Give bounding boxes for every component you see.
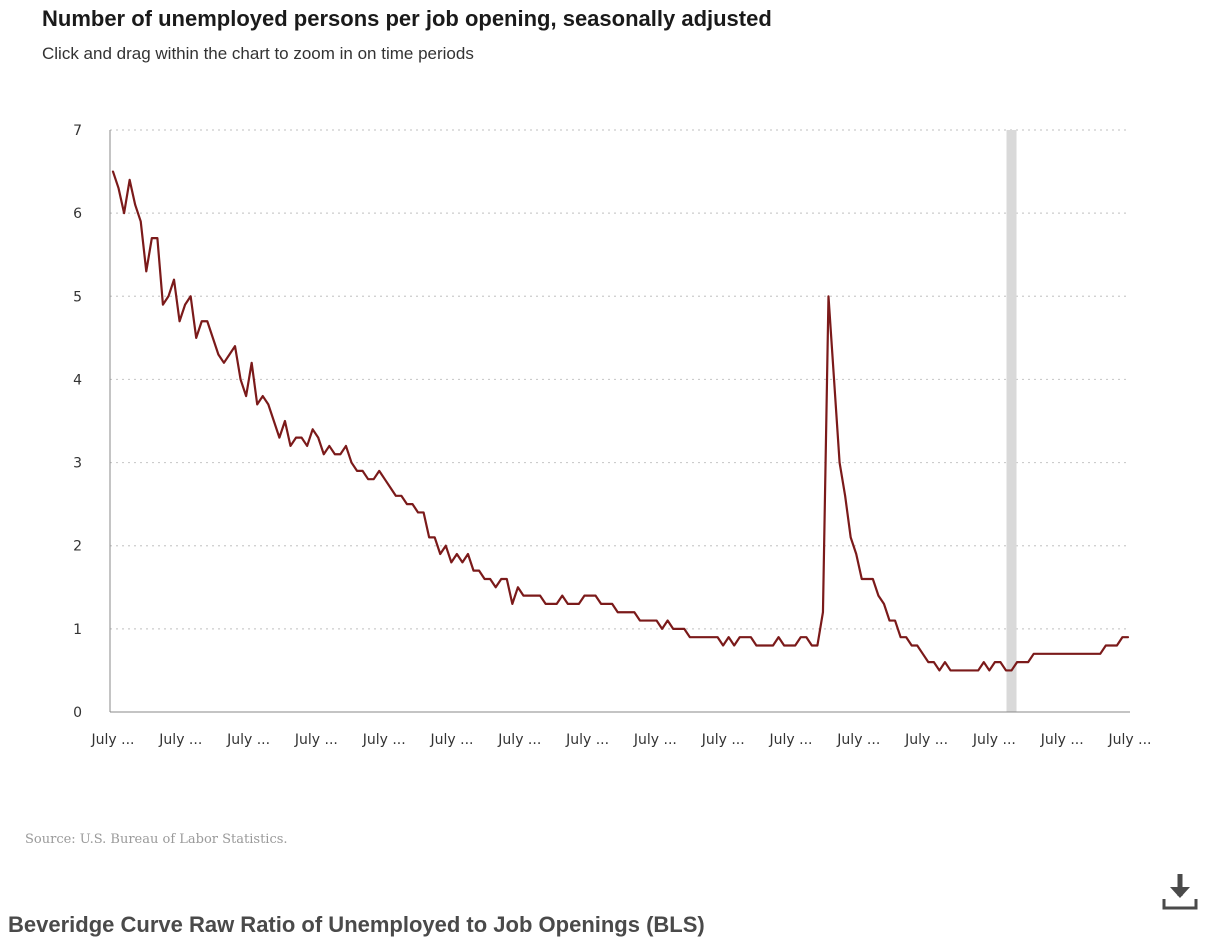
- source-note: Source: U.S. Bureau of Labor Statistics.: [25, 832, 288, 847]
- recession-band-group: [1006, 130, 1017, 712]
- x-tick-label-11: July ...: [836, 732, 880, 748]
- download-button[interactable]: [1160, 870, 1200, 912]
- x-tick-label-6: July ...: [497, 732, 541, 748]
- x-tick-label-9: July ...: [701, 732, 745, 748]
- y-tick-label-3: 3: [73, 456, 82, 472]
- x-tick-label-1: July ...: [158, 732, 202, 748]
- y-tick-label-6: 6: [73, 206, 82, 222]
- y-tick-label-1: 1: [73, 622, 82, 638]
- chart-title: Number of unemployed persons per job ope…: [42, 6, 772, 31]
- x-tick-label-0: July ...: [91, 732, 135, 748]
- x-tick-label-3: July ...: [294, 732, 338, 748]
- x-tick-label-4: July ...: [362, 732, 406, 748]
- series-group: [111, 170, 1130, 672]
- x-tick-label-7: July ...: [565, 732, 609, 748]
- x-tick-label-5: July ...: [430, 732, 474, 748]
- y-tick-label-2: 2: [73, 539, 82, 555]
- x-tick-label-2: July ...: [226, 732, 270, 748]
- x-tick-label-12: July ...: [904, 732, 948, 748]
- download-icon: [1162, 874, 1198, 910]
- recession-band: [1006, 130, 1017, 712]
- gridlines: [110, 129, 1130, 630]
- axes: [109, 130, 1130, 713]
- y-tick-label-4: 4: [73, 372, 82, 388]
- series-line: [111, 170, 1130, 672]
- x-tick-label-14: July ...: [1040, 732, 1084, 748]
- x-tick-label-8: July ...: [633, 732, 677, 748]
- x-tick-label-10: July ...: [769, 732, 813, 748]
- x-tick-label-13: July ...: [972, 732, 1016, 748]
- y-tick-label-7: 7: [73, 123, 82, 139]
- y-tick-label-5: 5: [73, 289, 82, 305]
- y-tick-label-0: 0: [73, 705, 82, 721]
- chart-subtitle: Click and drag within the chart to zoom …: [42, 44, 474, 63]
- x-axis-ticks: July ... July ... July ... July ... July ...…: [91, 732, 1152, 748]
- figure-caption: Beveridge Curve Raw Ratio of Unemployed …: [8, 912, 705, 937]
- y-axis-ticks: 0 1 2 3 4 5 6 7: [73, 123, 82, 721]
- x-tick-label-15: July ...: [1108, 732, 1152, 748]
